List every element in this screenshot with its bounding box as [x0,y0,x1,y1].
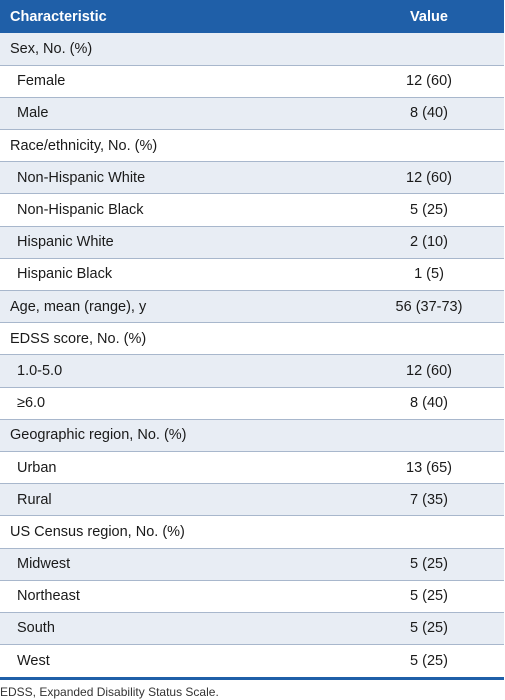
row-value [354,33,504,66]
table-row: Male 8 (40) [0,97,504,131]
table-row: Race/ethnicity, No. (%) [0,129,504,163]
row-value: 12 (60) [354,161,504,195]
row-value: 5 (25) [354,548,504,581]
header-characteristic: Characteristic [10,8,107,25]
row-category-label: EDSS score, No. (%) [0,322,354,356]
row-category-label: Sex, No. (%) [0,33,354,66]
row-sublabel: Hispanic Black [0,258,354,292]
row-sublabel: Rural [0,483,354,517]
row-sublabel: Non-Hispanic Black [0,193,354,227]
row-value: 56 (37-73) [354,290,504,324]
table-row: US Census region, No. (%) [0,515,504,549]
table-body: Sex, No. (%) Female 12 (60) Male 8 (40) Race/… [0,33,504,677]
row-value: 5 (25) [354,612,504,646]
row-value [354,322,504,356]
row-sublabel: Urban [0,451,354,485]
table-row: Female 12 (60) [0,65,504,98]
row-value: 5 (25) [410,652,448,669]
table-row: Geographic region, No. (%) [0,419,504,452]
row-sublabel: Midwest [0,548,354,581]
row-value: 12 (60) [354,354,504,388]
row-value: 5 (25) [354,580,504,613]
row-sublabel: 1.0-5.0 [0,354,354,388]
table-header: Characteristic Value [0,0,504,33]
row-value [354,419,504,452]
table-footnote: EDSS, Expanded Disability Status Scale. [0,684,219,699]
header-value: Value [410,8,448,25]
table-row: Age, mean (range), y 56 (37-73) [0,290,504,324]
table-row: EDSS score, No. (%) [0,322,504,356]
characteristics-table: Characteristic Value Sex, No. (%) Female 1… [0,0,504,677]
row-value [354,129,504,163]
table-row: West 5 (25) [0,644,504,677]
row-category-label: Geographic region, No. (%) [0,419,354,452]
table-row: Non-Hispanic White 12 (60) [0,161,504,195]
row-sublabel: Non-Hispanic White [0,161,354,195]
row-sublabel: South [0,612,354,646]
table-row: Sex, No. (%) [0,33,504,66]
row-sublabel: West [17,652,50,669]
table-row: Hispanic Black 1 (5) [0,258,504,292]
row-value: 8 (40) [354,387,504,420]
table-row: ≥6.0 8 (40) [0,387,504,420]
table-row: Non-Hispanic Black 5 (25) [0,193,504,227]
table-row: Rural 7 (35) [0,483,504,517]
row-value: 13 (65) [354,451,504,485]
table-row: Midwest 5 (25) [0,548,504,581]
table-row: Northeast 5 (25) [0,580,504,613]
row-sublabel: ≥6.0 [0,387,354,420]
row-category-label: Race/ethnicity, No. (%) [0,129,354,163]
table-row: Urban 13 (65) [0,451,504,485]
row-sublabel: Hispanic White [0,226,354,259]
row-value: 1 (5) [354,258,504,292]
table-row: 1.0-5.0 12 (60) [0,354,504,388]
table-row: Hispanic White 2 (10) [0,226,504,259]
table-bottom-rule [0,676,504,680]
row-value: 8 (40) [354,97,504,131]
row-sublabel: Northeast [0,580,354,613]
row-sublabel: Female [0,65,354,98]
row-value: 7 (35) [354,483,504,517]
table-row: South 5 (25) [0,612,504,646]
row-value: 5 (25) [354,193,504,227]
row-value: 12 (60) [354,65,504,98]
row-value: 2 (10) [354,226,504,259]
header-row: Characteristic Value [0,0,504,33]
row-value [354,515,504,549]
row-sublabel: Male [0,97,354,131]
row-category-label: US Census region, No. (%) [0,515,354,549]
row-category-label: Age, mean (range), y [0,290,354,324]
